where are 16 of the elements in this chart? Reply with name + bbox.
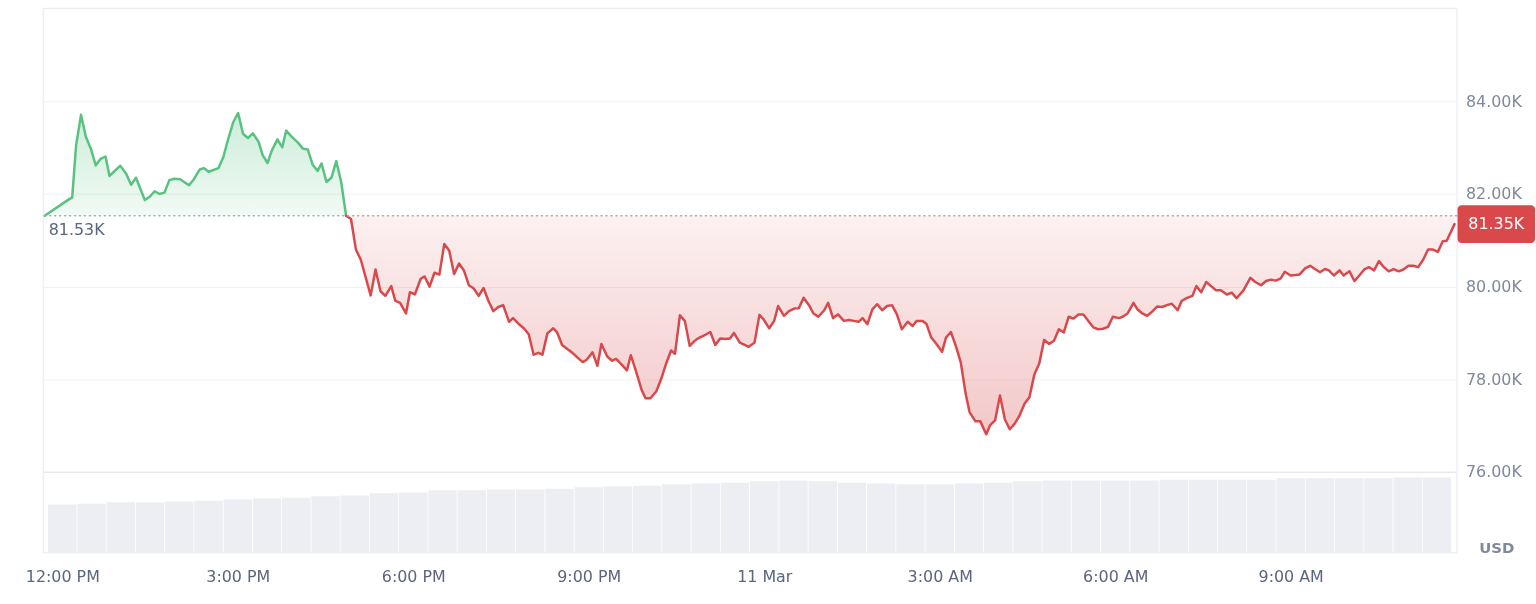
x-tick-label: 6:00 AM — [1083, 566, 1149, 586]
y-tick-label: 76.00K — [1465, 462, 1523, 482]
x-tick-label: 9:00 PM — [557, 566, 622, 586]
y-tick-label: 84.00K — [1465, 91, 1523, 111]
y-tick-label: 78.00K — [1465, 369, 1523, 389]
y-tick-label: 82.00K — [1465, 184, 1523, 204]
y-tick-label: 80.00K — [1465, 277, 1523, 297]
x-tick-label: 11 Mar — [737, 566, 793, 586]
x-tick-label: 3:00 AM — [907, 566, 973, 586]
y-axis-title: USD — [1479, 538, 1515, 557]
x-tick-label: 9:00 AM — [1258, 566, 1324, 586]
x-tick-label: 6:00 PM — [381, 566, 446, 586]
x-tick-label: 3:00 PM — [206, 566, 271, 586]
annotation: 81.35K — [1468, 214, 1525, 234]
x-tick-label: 12:00 PM — [25, 566, 100, 586]
ref-line-label: 81.53K — [48, 219, 106, 239]
